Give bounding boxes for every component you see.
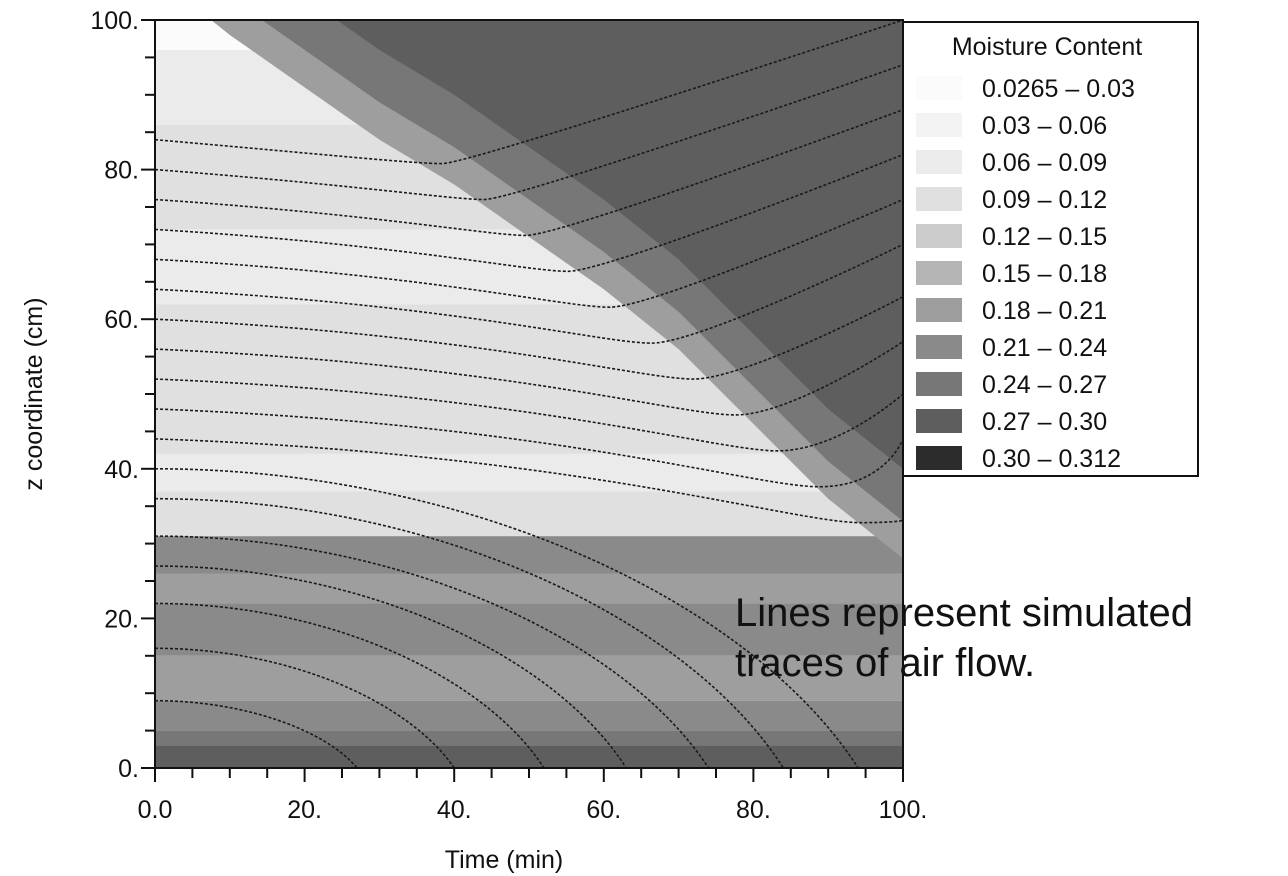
moisture-band	[155, 536, 903, 574]
annotation-line-2: traces of air flow.	[735, 641, 1036, 685]
legend-label: 0.27 – 0.30	[982, 408, 1107, 436]
x-tick-label: 60.	[586, 796, 621, 824]
moisture-band	[155, 491, 903, 537]
air-flow-trace	[155, 647, 455, 768]
legend-label: 0.15 – 0.18	[982, 260, 1107, 288]
moisture-heatmap	[155, 20, 903, 768]
legend-label: 0.03 – 0.06	[982, 112, 1107, 140]
air-flow-trace	[155, 296, 903, 380]
moisture-band	[155, 700, 903, 731]
legend-swatch	[916, 150, 962, 174]
annotation-line-1: Lines represent simulated	[735, 591, 1194, 635]
legend-label: 0.18 – 0.21	[982, 297, 1107, 325]
legend-label: 0.21 – 0.24	[982, 334, 1107, 362]
air-flow-trace	[155, 468, 859, 768]
air-flow-trace	[155, 497, 784, 768]
air-flow-trace	[155, 438, 903, 524]
moisture-band	[155, 603, 903, 656]
moisture-band	[155, 730, 903, 746]
x-tick-label: 0.0	[138, 796, 173, 824]
air-flow-trace	[155, 153, 903, 273]
legend: Moisture Content 0.0265 – 0.03 0.03 – 0.0…	[902, 21, 1199, 477]
y-tick-label: 60.	[104, 306, 139, 334]
legend-label: 0.09 – 0.12	[982, 186, 1107, 214]
y-tick-label: 20.	[104, 605, 139, 633]
air-flow-trace	[155, 109, 903, 237]
annotation-text: Lines represent simulated traces of air …	[735, 588, 1193, 688]
legend-swatch	[916, 446, 962, 470]
x-axis-title: Time (min)	[445, 846, 564, 874]
legend-swatch	[916, 76, 962, 100]
moisture-band	[155, 573, 903, 604]
legend-title: Moisture Content	[952, 33, 1142, 61]
moisture-band	[155, 453, 903, 492]
air-flow-trace	[155, 408, 903, 488]
legend-items: 0.0265 – 0.03 0.03 – 0.06 0.06 – 0.09 0.09 …	[916, 75, 1135, 473]
legend-swatch	[916, 298, 962, 322]
air-flow-trace	[155, 699, 358, 768]
legend-swatch	[916, 187, 962, 211]
moisture-band	[155, 745, 903, 768]
legend-swatch	[916, 261, 962, 285]
legend-label: 0.12 – 0.15	[982, 223, 1107, 251]
legend-swatch	[916, 113, 962, 137]
y-axis-title: z coordinate (cm)	[20, 297, 48, 490]
air-flow-trace	[155, 378, 903, 452]
legend-label: 0.06 – 0.09	[982, 149, 1107, 177]
legend-swatch	[916, 335, 962, 359]
legend-swatch	[916, 224, 962, 248]
air-flow-trace	[155, 340, 903, 416]
x-tick-label: 80.	[736, 796, 771, 824]
y-tick-label: 100.	[90, 7, 139, 35]
x-tick-label: 20.	[287, 796, 322, 824]
y-tick-label: 0.	[118, 755, 139, 783]
legend-label: 0.30 – 0.312	[982, 445, 1121, 473]
legend-label: 0.0265 – 0.03	[982, 75, 1135, 103]
y-tick-label: 40.	[104, 456, 139, 484]
x-tick-label: 100.	[879, 796, 928, 824]
air-flow-traces	[155, 20, 903, 768]
y-tick-label: 80.	[104, 157, 139, 185]
x-axis: 0.0 20. 40. 60. 80. 100.	[138, 768, 928, 824]
air-flow-trace	[155, 20, 903, 165]
legend-swatch	[916, 372, 962, 396]
air-flow-trace	[155, 602, 545, 768]
legend-label: 0.24 – 0.27	[982, 371, 1107, 399]
air-flow-trace	[155, 565, 627, 768]
wetting-front-zone-inner	[336, 20, 903, 469]
x-tick-label: 40.	[437, 796, 472, 824]
y-axis: 0. 20. 40. 60. 80. 100.	[90, 7, 155, 783]
legend-swatch	[916, 409, 962, 433]
air-flow-trace	[155, 198, 903, 309]
